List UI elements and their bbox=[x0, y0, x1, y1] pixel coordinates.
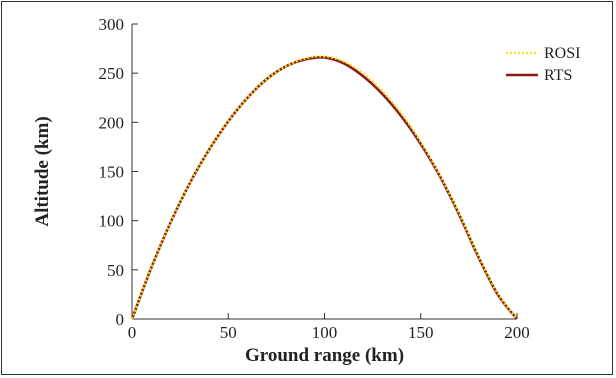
legend-label-rosi: ROSI bbox=[544, 45, 580, 62]
x-tick-label: 100 bbox=[312, 323, 338, 342]
x-axis-label: Ground range (km) bbox=[245, 345, 404, 366]
y-tick-label: 250 bbox=[99, 64, 125, 83]
y-tick-label: 300 bbox=[99, 15, 125, 34]
y-tick-label: 150 bbox=[99, 163, 125, 182]
x-tick-label: 150 bbox=[408, 323, 434, 342]
y-tick-label: 0 bbox=[116, 310, 125, 329]
x-tick-label: 50 bbox=[220, 323, 237, 342]
series-line-rosi bbox=[130, 55, 518, 320]
x-tick-label: 0 bbox=[128, 323, 137, 342]
y-tick-label: 100 bbox=[99, 212, 125, 231]
y-tick-label: 50 bbox=[107, 261, 124, 280]
y-tick-label: 200 bbox=[99, 113, 125, 132]
y-axis-label: Altitude (km) bbox=[32, 116, 53, 226]
axes: 0 50 100 150 200 250 300 0 50 100 150 200 bbox=[99, 15, 530, 342]
x-tick-label: 200 bbox=[504, 323, 530, 342]
series-line-rts bbox=[130, 55, 519, 320]
legend-label-rts: RTS bbox=[544, 67, 572, 84]
series-layer bbox=[130, 55, 519, 320]
legend: ROSI RTS bbox=[506, 45, 580, 84]
